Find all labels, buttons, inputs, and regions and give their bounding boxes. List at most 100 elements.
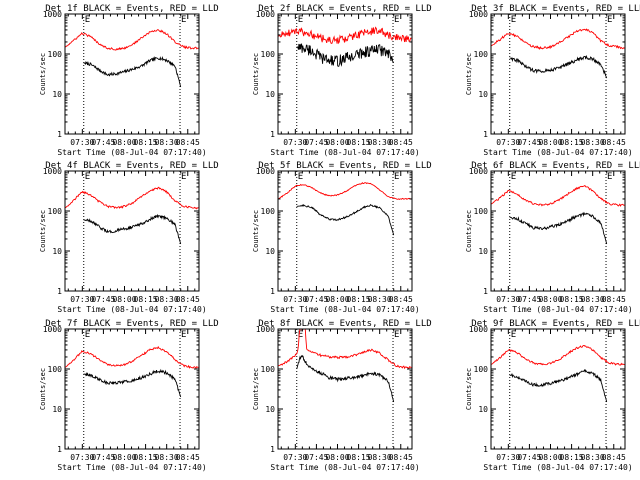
- time-marker-label: E: [181, 172, 186, 182]
- y-tick-label: 10: [265, 247, 275, 256]
- y-axis-label: Counts/sec: [39, 53, 47, 95]
- panel-title: Det 2f BLACK = Events, RED = LLD: [258, 4, 431, 14]
- time-marker-label: E: [181, 330, 186, 340]
- y-tick-label: 10: [52, 90, 62, 99]
- x-axis-label: Start Time (08-Jul-04 07:17:40): [57, 305, 206, 314]
- time-marker-label: E: [511, 172, 516, 182]
- x-tick-label: 08:00: [112, 453, 136, 462]
- series-events-line: [83, 55, 182, 88]
- series-events-line: [296, 354, 395, 403]
- time-marker-label: E: [607, 330, 612, 340]
- x-tick-label: 08:45: [176, 295, 200, 304]
- y-tick-label: 1000: [469, 10, 488, 19]
- y-axis-label: Counts/sec: [39, 368, 47, 410]
- x-tick-label: 07:30: [496, 295, 520, 304]
- y-tick-label: 10: [478, 247, 488, 256]
- x-tick-label: 08:45: [602, 453, 626, 462]
- x-tick-label: 08:15: [560, 295, 584, 304]
- series-lld-line: [491, 28, 625, 50]
- x-tick-label: 07:30: [496, 138, 520, 147]
- y-axis-label: Counts/sec: [465, 53, 473, 95]
- x-tick-label: 07:45: [517, 138, 541, 147]
- y-tick-label: 10: [478, 405, 488, 414]
- x-tick-label: 07:30: [496, 453, 520, 462]
- y-tick-label: 1: [270, 287, 275, 296]
- panel-title: Det 8f BLACK = Events, RED = LLD: [258, 319, 431, 329]
- y-tick-label: 1: [57, 287, 62, 296]
- x-tick-label: 07:30: [70, 295, 94, 304]
- panel-title: Det 4f BLACK = Events, RED = LLD: [45, 161, 218, 171]
- x-tick-label: 07:30: [70, 138, 94, 147]
- x-tick-label: 08:15: [134, 295, 158, 304]
- x-tick-label: 08:45: [176, 453, 200, 462]
- y-axis-label: Counts/sec: [252, 210, 260, 252]
- plot-frame: [490, 328, 626, 450]
- x-tick-label: 08:00: [538, 138, 562, 147]
- time-marker-label: E: [511, 15, 516, 25]
- x-tick-label: 07:45: [91, 453, 115, 462]
- plot-frame: [64, 328, 200, 450]
- x-tick-label: 07:30: [283, 453, 307, 462]
- y-tick-label: 1000: [256, 167, 275, 176]
- x-tick-label: 08:45: [389, 295, 413, 304]
- y-tick-label: 10: [52, 247, 62, 256]
- x-tick-label: 08:45: [389, 453, 413, 462]
- x-axis-label: Start Time (08-Jul-04 07:17:40): [57, 463, 206, 472]
- x-tick-label: 08:30: [155, 453, 179, 462]
- x-tick-label: 07:30: [70, 453, 94, 462]
- series-lld-line: [278, 26, 412, 45]
- y-tick-label: 1: [57, 130, 62, 139]
- series-lld-line: [65, 345, 199, 370]
- x-axis-label: Start Time (08-Jul-04 07:17:40): [270, 148, 419, 157]
- plot-frame: [277, 170, 413, 292]
- time-marker-label: E: [511, 330, 516, 340]
- y-tick-label: 100: [261, 50, 276, 59]
- x-tick-label: 08:15: [560, 453, 584, 462]
- series-lld-line: [65, 186, 199, 210]
- plot-frame: [64, 170, 200, 292]
- series-events-line: [296, 43, 395, 67]
- x-tick-label: 08:00: [325, 138, 349, 147]
- time-marker-label: E: [85, 172, 90, 182]
- x-tick-label: 07:45: [304, 138, 328, 147]
- time-marker-label: E: [607, 15, 612, 25]
- y-tick-label: 1: [270, 445, 275, 454]
- y-tick-label: 100: [48, 50, 63, 59]
- x-axis-label: Start Time (08-Jul-04 07:17:40): [483, 463, 632, 472]
- series-events-line: [509, 368, 608, 403]
- plot-frame: [64, 13, 200, 135]
- y-tick-label: 1000: [256, 325, 275, 334]
- x-tick-label: 08:00: [325, 295, 349, 304]
- x-tick-label: 08:45: [389, 138, 413, 147]
- x-tick-label: 08:15: [347, 453, 371, 462]
- time-marker-label: E: [298, 330, 303, 340]
- y-tick-label: 1000: [43, 325, 62, 334]
- y-axis-label: Counts/sec: [39, 210, 47, 252]
- x-tick-label: 08:30: [581, 138, 605, 147]
- series-events-line: [509, 211, 608, 245]
- y-axis-label: Counts/sec: [465, 368, 473, 410]
- x-tick-label: 08:15: [134, 138, 158, 147]
- y-tick-label: 10: [52, 405, 62, 414]
- x-tick-label: 08:15: [134, 453, 158, 462]
- y-tick-label: 100: [474, 50, 489, 59]
- series-lld-line: [491, 344, 625, 366]
- x-tick-label: 07:45: [517, 295, 541, 304]
- y-tick-label: 1000: [469, 167, 488, 176]
- y-tick-label: 100: [48, 365, 63, 374]
- y-tick-label: 100: [474, 207, 489, 216]
- x-tick-label: 08:30: [581, 295, 605, 304]
- x-tick-label: 07:45: [91, 138, 115, 147]
- panel-title: Det 7f BLACK = Events, RED = LLD: [45, 319, 218, 329]
- x-tick-label: 08:30: [368, 295, 392, 304]
- x-tick-label: 08:45: [602, 295, 626, 304]
- y-tick-label: 100: [261, 365, 276, 374]
- panel-title: Det 9f BLACK = Events, RED = LLD: [471, 319, 640, 329]
- time-marker-label: E: [607, 172, 612, 182]
